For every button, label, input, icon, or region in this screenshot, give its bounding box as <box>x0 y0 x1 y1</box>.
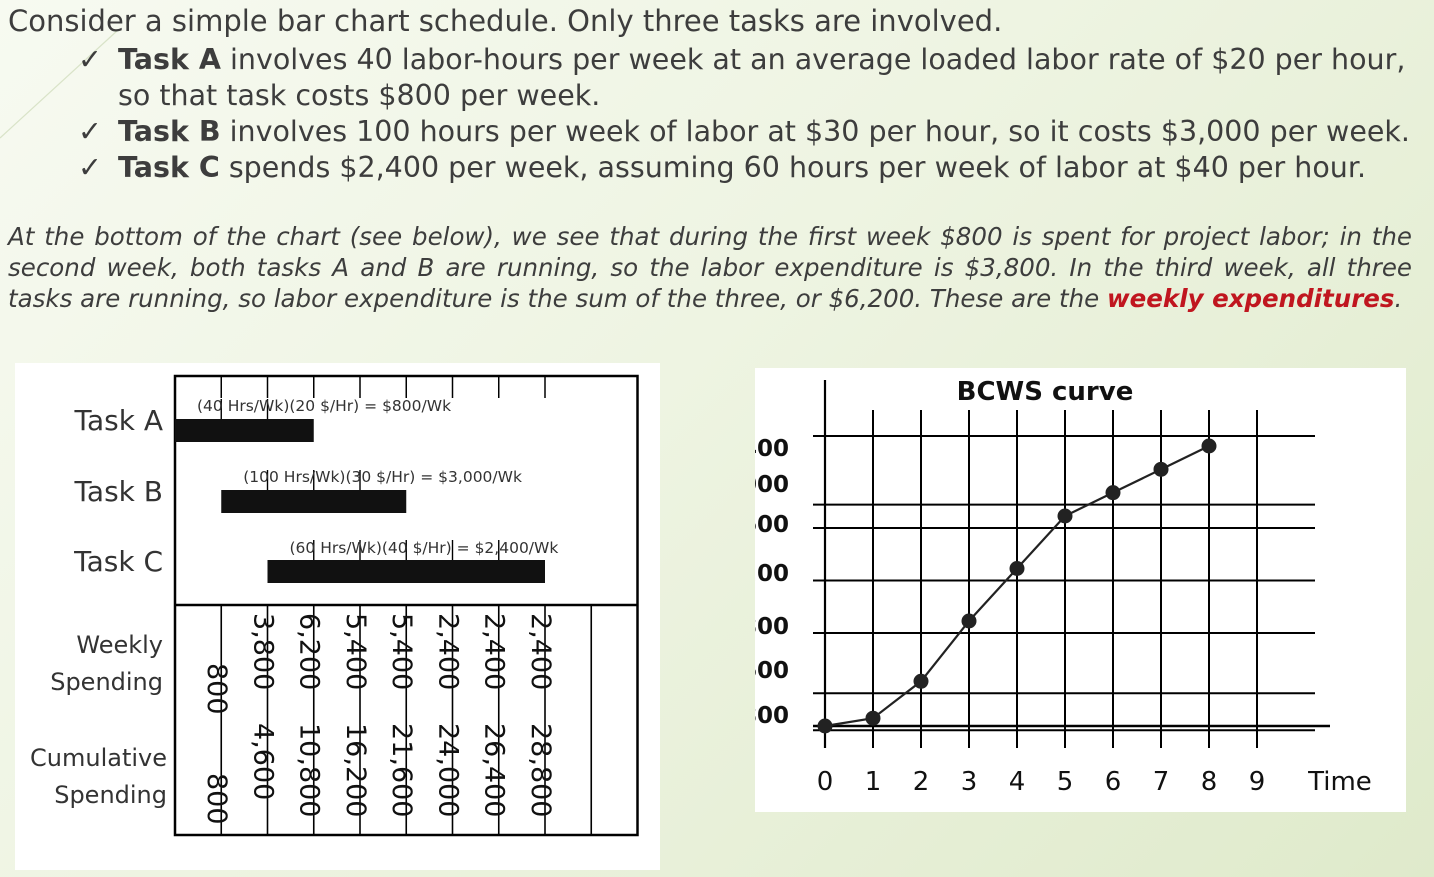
checkmark-icon: ✓ <box>78 115 102 148</box>
bullet-text: spends $2,400 per week, assuming 60 hour… <box>219 151 1367 184</box>
y-tick-label: 16200 <box>755 561 789 587</box>
x-tick-label: 7 <box>1153 767 1170 797</box>
task-bullet-list: ✓ Task A involves 40 labor-hours per week… <box>78 42 1418 186</box>
weekly-spending-label: Spending <box>50 668 163 696</box>
x-tick-label: 4 <box>1009 767 1026 797</box>
bar-chart-schedule-panel: Task A (40 Hrs/Wk)(20 $/Hr) = $800/Wk Task… <box>15 363 660 870</box>
paragraph-text: At the bottom of the chart (see below), … <box>8 222 1412 313</box>
chart-title: BCWS curve <box>957 377 1134 407</box>
bullet-task-a: ✓ Task A involves 40 labor-hours per week… <box>78 42 1418 114</box>
bcws-curve-panel: BCWS curve264002400021600162001080046008… <box>709 368 1406 812</box>
weekly-expenditures-highlight: weekly expenditures <box>1107 284 1395 313</box>
cumulative-spending-value: 10,800 <box>294 723 325 817</box>
x-tick-label: 5 <box>1057 767 1074 797</box>
x-tick-label: 0 <box>817 767 834 797</box>
paragraph-end: . <box>1394 284 1403 313</box>
bcws-data-point <box>1105 485 1121 501</box>
bullet-label: Task C <box>118 151 220 184</box>
task-cost-annotation: (40 Hrs/Wk)(20 $/Hr) = $800/Wk <box>197 397 451 415</box>
bullet-label: Task A <box>118 43 221 76</box>
cumulative-spending-label: Spending <box>54 781 167 809</box>
y-tick-label: 21600 <box>755 512 789 538</box>
cumulative-spending-value: 800 <box>201 773 232 825</box>
task-cost-annotation: (60 Hrs/Wk)(40 $/Hr) = $2,400/Wk <box>290 539 559 557</box>
task-name-label: Task C <box>73 545 163 578</box>
task-name-label: Task B <box>73 475 163 508</box>
bullet-label: Task B <box>118 115 221 148</box>
x-tick-label: 6 <box>1105 767 1122 797</box>
bcws-data-point <box>1201 438 1217 454</box>
bcws-data-point <box>913 673 929 689</box>
bullet-task-c: ✓ Task C spends $2,400 per week, assuming… <box>78 150 1418 186</box>
bullet-task-b: ✓ Task B involves 100 hours per week of l… <box>78 114 1418 150</box>
task-bar <box>267 560 545 583</box>
checkmark-icon: ✓ <box>78 43 102 76</box>
x-tick-label: 2 <box>913 767 930 797</box>
y-tick-label: 10800 <box>755 614 789 640</box>
explanation-paragraph: At the bottom of the chart (see below), … <box>8 221 1412 314</box>
bcws-data-point <box>1057 508 1073 524</box>
checkmark-icon: ✓ <box>78 151 102 184</box>
task-bar <box>175 419 314 442</box>
cumulative-spending-value: 4,600 <box>247 723 278 800</box>
cumulative-spending-value: 24,000 <box>432 723 463 817</box>
bcws-data-point <box>865 710 881 726</box>
intro-text: Consider a simple bar chart schedule. On… <box>8 4 1003 38</box>
weekly-spending-value: 5,400 <box>386 613 417 690</box>
cumulative-spending-value: 21,600 <box>386 723 417 817</box>
weekly-spending-value: 2,400 <box>525 613 556 690</box>
cumulative-spending-value: 16,200 <box>340 723 371 817</box>
weekly-spending-value: 800 <box>201 663 232 715</box>
x-axis-label: Time <box>1307 767 1372 797</box>
cumulative-spending-value: 26,400 <box>479 723 510 817</box>
bullet-text: involves 40 labor-hours per week at an a… <box>118 43 1406 112</box>
bcws-data-point <box>817 718 833 734</box>
cumulative-spending-label: Cumulative <box>30 744 167 772</box>
y-tick-label: 4600 <box>755 658 789 684</box>
weekly-spending-value: 5,400 <box>340 613 371 690</box>
task-bar <box>221 490 407 513</box>
cumulative-spending-value: 28,800 <box>525 723 556 817</box>
bcws-curve-chart: BCWS curve264002400021600162001080046008… <box>709 377 1372 797</box>
x-tick-label: 1 <box>865 767 882 797</box>
weekly-spending-value: 2,400 <box>432 613 463 690</box>
weekly-spending-label: Weekly <box>76 631 163 659</box>
task-cost-annotation: (100 Hrs/Wk)(30 $/Hr) = $3,000/Wk <box>243 468 522 486</box>
y-tick-label: 24000 <box>755 472 789 498</box>
bullet-text: involves 100 hours per week of labor at … <box>220 115 1410 148</box>
weekly-spending-value: 3,800 <box>247 613 278 690</box>
x-tick-label: 9 <box>1249 767 1266 797</box>
x-tick-label: 8 <box>1201 767 1218 797</box>
decorative-line <box>0 29 119 139</box>
weekly-spending-value: 2,400 <box>479 613 510 690</box>
task-name-label: Task A <box>74 404 163 437</box>
bar-chart-schedule: Task A (40 Hrs/Wk)(20 $/Hr) = $800/Wk Task… <box>30 374 639 837</box>
x-tick-label: 3 <box>961 767 978 797</box>
bcws-data-point <box>961 613 977 629</box>
bcws-data-point <box>1153 461 1169 477</box>
y-tick-label: 800 <box>755 703 789 729</box>
y-tick-label: 26400 <box>755 436 789 462</box>
bcws-data-point <box>1009 561 1025 576</box>
weekly-spending-value: 6,200 <box>294 613 325 690</box>
